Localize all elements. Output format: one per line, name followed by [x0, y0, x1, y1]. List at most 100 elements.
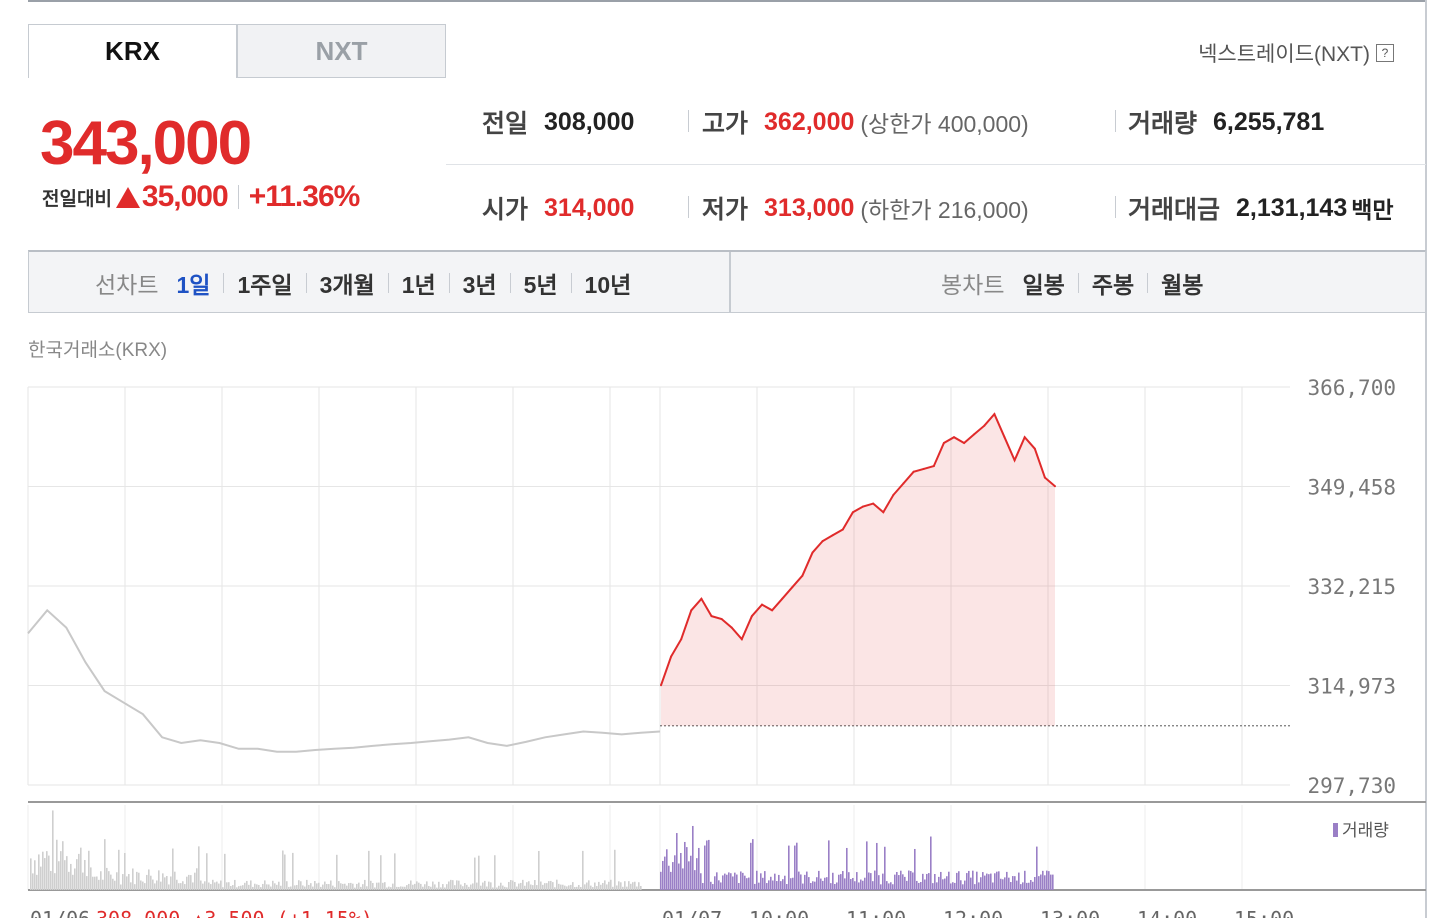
prev-volume-bar	[578, 884, 580, 890]
prev-volume-bar	[128, 874, 130, 890]
x-tick-label: 01/06	[30, 907, 90, 918]
volume-bar	[666, 849, 668, 890]
candle-daily[interactable]: 일봉	[1022, 271, 1065, 298]
today-price-point	[902, 482, 905, 485]
volume-bar	[864, 877, 866, 890]
period-1y[interactable]: 1년	[401, 271, 436, 298]
volume-bar	[850, 879, 852, 890]
period-1d[interactable]: 1일	[176, 271, 211, 298]
prev-volume-bar	[160, 881, 162, 890]
volume-bar	[872, 881, 874, 890]
prev-volume-bar	[72, 874, 74, 890]
volume-bar	[956, 872, 958, 890]
prev-volume-bar	[178, 883, 180, 890]
period-5y[interactable]: 5년	[523, 271, 558, 298]
stat-divider	[1115, 110, 1116, 132]
prev-volume-bar	[450, 879, 452, 890]
candle-weekly[interactable]: 주봉	[1091, 271, 1135, 298]
prev-volume-bar	[96, 876, 98, 890]
period-bar-divider	[729, 252, 731, 313]
prev-volume-bar	[34, 860, 36, 890]
prev-volume-bar	[372, 883, 374, 890]
prev-volume-bar	[148, 869, 150, 890]
prev-volume-bar	[552, 882, 554, 890]
price-chart[interactable]: 366,700 349,458 332,215 314,973 297,730 거래량 01…	[0, 370, 1432, 918]
prev-volume-bar	[588, 880, 590, 890]
x-tick-label: 01/07	[662, 907, 722, 918]
volume-bar	[692, 825, 694, 890]
volume-bar	[690, 855, 692, 890]
prev-volume-bar	[524, 885, 526, 890]
prev-volume-bar	[138, 872, 140, 890]
prev-volume-bar	[212, 879, 214, 890]
volume-bar	[998, 871, 1000, 890]
volume-bar	[874, 870, 876, 890]
stat-turnover: 거래대금 2,131,143 백만	[1128, 190, 1394, 226]
y-tick-label: 297,730	[1307, 774, 1396, 798]
volume-bar	[760, 873, 762, 890]
today-price-point	[781, 597, 784, 600]
prev-volume-bar	[120, 884, 122, 890]
volume-bar	[968, 870, 970, 890]
volume-bar	[792, 877, 794, 890]
tab-nxt[interactable]: NXT	[237, 24, 446, 78]
prev-volume-bar	[536, 885, 538, 890]
tab-krx[interactable]: KRX	[28, 24, 237, 78]
help-icon[interactable]: ?	[1376, 44, 1394, 62]
today-price-point	[700, 597, 703, 600]
volume-bar	[1008, 877, 1010, 890]
volume-bar	[808, 877, 810, 890]
period-10y[interactable]: 10년	[584, 271, 632, 298]
prev-volume-bar	[82, 872, 84, 890]
stat-open-label: 시가	[482, 196, 529, 224]
volume-bar	[1002, 879, 1004, 890]
prev-volume-bar	[242, 885, 244, 890]
prev-volume-bar	[192, 882, 194, 890]
exchange-label: 한국거래소(KRX)	[28, 340, 168, 361]
volume-bar	[846, 847, 848, 890]
prev-volume-bar	[308, 884, 310, 890]
period-3m[interactable]: 3개월	[319, 271, 375, 298]
volume-bar	[982, 872, 984, 890]
prev-volume-bar	[482, 882, 484, 890]
volume-bar	[996, 871, 998, 890]
volume-bar	[710, 881, 712, 890]
candle-monthly[interactable]: 월봉	[1161, 271, 1204, 298]
prev-volume-bar	[156, 880, 158, 890]
prev-volume-bar	[204, 881, 206, 890]
volume-bar	[1026, 882, 1028, 890]
prev-volume-bar	[394, 853, 396, 890]
stat-turnover-label: 거래대금	[1128, 196, 1221, 224]
prev-volume-bar	[260, 887, 262, 890]
prev-volume-bar	[224, 853, 226, 890]
prev-volume-bar	[442, 884, 444, 890]
prev-volume-bar	[582, 850, 584, 890]
period-3y[interactable]: 3년	[462, 271, 497, 298]
volume-bar	[728, 872, 730, 890]
prev-volume-bar	[56, 839, 58, 890]
today-price-point	[730, 626, 733, 629]
volume-bar	[944, 878, 946, 890]
prev-volume-bar	[590, 885, 592, 890]
prev-volume-bar	[92, 876, 94, 890]
prev-volume-bar	[172, 848, 174, 890]
prev-volume-bar	[238, 886, 240, 890]
prev-volume-bar	[300, 881, 302, 890]
prev-volume-bar	[150, 875, 152, 890]
prev-volume-bar	[68, 871, 70, 890]
change-label: 전일대비	[42, 188, 112, 210]
prev-volume-bar	[512, 880, 514, 890]
prev-volume-bar	[602, 882, 604, 890]
change-percent: +11.36%	[248, 180, 361, 213]
y-tick-label: 332,215	[1307, 575, 1396, 599]
nxt-link-label: 넥스트레이드(NXT)	[1198, 43, 1370, 66]
prev-volume-bar	[356, 883, 358, 890]
prev-volume-bar	[274, 883, 276, 890]
prev-volume-bar	[88, 850, 90, 890]
nxt-info-link[interactable]: 넥스트레이드(NXT) ?	[1198, 38, 1394, 68]
volume-bar	[926, 873, 928, 890]
prev-volume-bar	[152, 879, 154, 890]
volume-bar	[764, 871, 766, 890]
prev-volume-bar	[86, 876, 88, 890]
period-1w[interactable]: 1주일	[237, 271, 293, 298]
